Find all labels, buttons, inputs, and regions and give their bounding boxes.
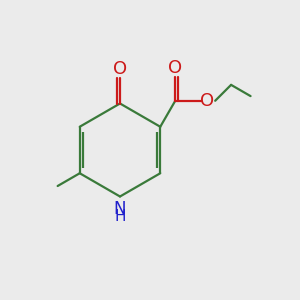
Text: N: N — [114, 200, 126, 218]
Text: O: O — [113, 60, 127, 78]
Text: O: O — [200, 92, 214, 110]
Text: H: H — [114, 209, 126, 224]
Text: O: O — [168, 59, 182, 77]
